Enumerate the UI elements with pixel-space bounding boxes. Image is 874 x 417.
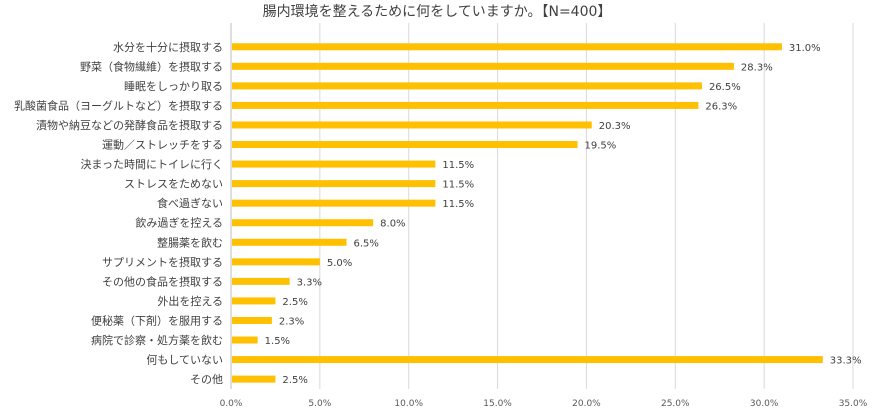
value-label: 2.5% (282, 297, 307, 308)
category-label: 何もしていない (146, 354, 223, 367)
category-label: 野菜（食物繊維）を摂取する (80, 59, 223, 73)
x-tick-label: 5.0% (308, 399, 331, 409)
category-label: サプリメントを摂取する (102, 255, 223, 269)
bar (232, 199, 436, 207)
category-label: 睡眠をしっかり取る (124, 80, 223, 93)
bar (232, 43, 782, 51)
value-label: 8.0% (380, 219, 405, 230)
bar (232, 316, 272, 324)
value-label: 11.5% (442, 160, 474, 171)
bar (232, 356, 823, 364)
category-label: 病院で診察・処方薬を飲む (91, 333, 223, 347)
category-label: ストレスをためない (124, 178, 223, 191)
x-tick-label: 15.0% (483, 399, 512, 409)
bar (232, 297, 276, 305)
x-tick-label: 10.0% (394, 399, 423, 409)
value-label: 1.5% (265, 336, 290, 347)
category-label: 便秘薬（下剤）を服用する (91, 313, 223, 327)
bar (232, 180, 436, 188)
bar (232, 219, 374, 227)
category-label: 水分を十分に摂取する (113, 40, 223, 54)
category-label: 整腸薬を飲む (157, 235, 223, 249)
value-label: 31.0% (789, 43, 821, 54)
x-axis-ticks: 0.0% 5.0% 10.0% 15.0% 20.0% 25.0% 30.0% 35.0% (220, 399, 868, 409)
value-label: 19.5% (585, 141, 617, 152)
bar (232, 160, 436, 168)
value-label: 6.5% (354, 238, 379, 249)
category-labels: 水分を十分に摂取する野菜（食物繊維）を摂取する睡眠をしっかり取る乳酸菌食品（ヨー… (14, 40, 223, 386)
bar (232, 141, 578, 149)
value-label: 11.5% (442, 180, 474, 191)
bar (232, 277, 290, 285)
category-label: 決まった時間にトイレに行く (80, 158, 223, 171)
bar (232, 238, 347, 246)
bar (232, 82, 702, 90)
category-label: その他 (190, 373, 223, 386)
category-label: 食べ過ぎない (157, 196, 223, 210)
category-label: 漬物や納豆などの発酵食品を摂取する (36, 118, 223, 132)
value-label: 2.5% (282, 375, 307, 386)
chart-title: 腸内環境を整えるために何をしていますか。【N=400】 (263, 4, 612, 20)
bar (232, 258, 320, 266)
x-tick-label: 0.0% (220, 399, 243, 409)
category-label: その他の食品を摂取する (102, 274, 223, 288)
x-tick-label: 25.0% (661, 399, 690, 409)
value-label: 11.5% (442, 199, 474, 210)
category-label: 飲み過ぎを控える (135, 216, 223, 230)
x-tick-label: 20.0% (572, 399, 601, 409)
value-label: 2.3% (279, 316, 304, 327)
bar (232, 121, 592, 129)
x-tick-label: 30.0% (750, 399, 779, 409)
category-label: 乳酸菌食品（ヨーグルトなど）を摂取する (14, 98, 223, 112)
bar (232, 101, 699, 109)
value-label: 33.3% (830, 356, 862, 367)
value-label: 28.3% (741, 62, 773, 73)
x-tick-label: 35.0% (839, 399, 868, 409)
value-label: 26.5% (709, 82, 741, 93)
value-label: 20.3% (599, 121, 631, 132)
value-label: 26.3% (705, 101, 737, 112)
bars (232, 43, 823, 383)
category-label: 運動／ストレッチをする (102, 138, 223, 152)
value-label: 3.3% (297, 277, 322, 288)
bar (232, 375, 276, 383)
bar (232, 62, 734, 70)
value-labels: 31.0% 28.3%26.5% 26.3% 20.3% 19.5% 11.5% 11.5%… (265, 43, 862, 386)
bar (232, 336, 258, 344)
value-label: 5.0% (327, 258, 352, 269)
category-label: 外出を控える (157, 294, 223, 308)
